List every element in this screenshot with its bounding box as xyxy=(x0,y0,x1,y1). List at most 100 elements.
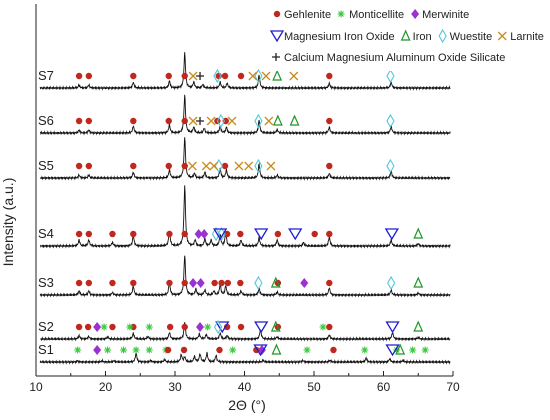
marker-gehlenite xyxy=(221,72,229,80)
marker-monticellite xyxy=(409,346,417,354)
legend-monticellite-marker xyxy=(337,10,345,18)
marker-gehlenite xyxy=(75,117,83,125)
legend-label: Iron xyxy=(413,31,432,43)
marker-magnesium-iron-oxide xyxy=(384,228,399,241)
marker-monticellite xyxy=(145,346,153,354)
legend-label: Calcium Magnesium Aluminum Oxide Silicat… xyxy=(284,52,505,64)
marker-gehlenite xyxy=(85,279,93,287)
x-tick-label: 40 xyxy=(238,380,252,394)
marker-gehlenite xyxy=(224,279,232,287)
marker-larnite xyxy=(188,116,198,126)
legend-item: Calcium Magnesium Aluminum Oxide Silicat… xyxy=(272,52,505,64)
marker-gehlenite xyxy=(237,72,245,80)
marker-calcium-magnesium-aluminum-oxide-silicate xyxy=(196,117,205,125)
marker-monticellite xyxy=(319,323,327,331)
legend-item: Merwinite xyxy=(411,9,469,21)
marker-magnesium-iron-oxide xyxy=(213,228,228,241)
marker-larnite xyxy=(289,71,299,81)
marker-wuestite xyxy=(387,275,396,291)
sample-label: S5 xyxy=(38,158,54,173)
legend-iron-marker xyxy=(400,29,411,41)
marker-gehlenite xyxy=(166,230,173,238)
legend-gehlenite-marker xyxy=(273,10,281,18)
marker-gehlenite xyxy=(181,72,188,80)
marker-gehlenite xyxy=(165,117,172,125)
sample-label: S1 xyxy=(38,342,54,357)
marker-gehlenite xyxy=(223,230,231,238)
marker-wuestite xyxy=(254,275,263,291)
legend: Gehlenite Monticellite Merwinite Magnesium … xyxy=(268,3,549,71)
marker-larnite xyxy=(266,161,276,171)
marker-monticellite xyxy=(120,346,128,354)
marker-wuestite xyxy=(386,113,395,129)
pattern-s1: S1 xyxy=(38,342,451,365)
marker-monticellite xyxy=(393,346,401,354)
marker-iron xyxy=(395,343,406,355)
legend-label: Gehlenite xyxy=(284,9,331,21)
marker-gehlenite xyxy=(180,346,188,354)
marker-wuestite xyxy=(211,226,221,242)
marker-iron xyxy=(270,320,281,332)
marker-gehlenite xyxy=(311,230,318,238)
marker-gehlenite xyxy=(75,72,83,80)
axes: 2Θ (°) Intensity (a.u.) 10 20 30 40 50 60 70 xyxy=(0,4,460,413)
marker-merwinite xyxy=(200,229,209,239)
x-tick-label: 20 xyxy=(99,380,113,394)
sample-label: S2 xyxy=(38,319,54,334)
phase-markers xyxy=(75,275,424,291)
marker-merwinite xyxy=(257,345,266,355)
marker-gehlenite xyxy=(326,230,333,238)
x-tick-label: 70 xyxy=(446,380,460,394)
pattern-s3: S3 xyxy=(38,255,451,298)
marker-wuestite xyxy=(216,113,226,129)
legend-merwinite-marker xyxy=(411,9,420,19)
legend-label: Wuestite xyxy=(450,31,493,43)
x-tick-label: 50 xyxy=(307,380,321,394)
marker-gehlenite xyxy=(222,117,229,125)
marker-gehlenite xyxy=(75,323,83,331)
marker-merwinite xyxy=(196,322,205,332)
marker-gehlenite xyxy=(165,162,172,170)
marker-iron xyxy=(270,276,281,288)
marker-iron xyxy=(272,69,283,81)
marker-gehlenite xyxy=(164,346,172,354)
plot-area: S7 S6 S5 S4 S3 S2 S1 xyxy=(38,52,451,365)
pattern-s7: S7 xyxy=(38,52,451,91)
x-tick-label: 10 xyxy=(29,380,43,394)
pattern-s2: S2 xyxy=(38,319,451,342)
marker-gehlenite xyxy=(181,230,188,238)
pattern-s6: S6 xyxy=(38,94,451,136)
marker-wuestite xyxy=(386,158,395,174)
marker-gehlenite xyxy=(130,72,137,80)
legend-magnesium-iron-oxide-marker xyxy=(269,30,285,43)
marker-monticellite xyxy=(74,346,82,354)
marker-gehlenite xyxy=(326,72,333,80)
marker-magnesium-iron-oxide xyxy=(215,321,230,334)
marker-gehlenite xyxy=(211,279,218,287)
marker-wuestite xyxy=(254,68,263,84)
marker-gehlenite xyxy=(109,279,116,287)
pattern-trace xyxy=(39,255,451,298)
legend-label: Larnite xyxy=(510,31,544,43)
marker-larnite xyxy=(261,71,271,81)
marker-magnesium-iron-oxide xyxy=(385,344,400,357)
phase-markers xyxy=(75,158,395,174)
marker-gehlenite xyxy=(109,323,116,331)
marker-larnite xyxy=(209,161,219,171)
marker-larnite xyxy=(227,116,237,126)
legend-label: Monticellite xyxy=(349,9,404,21)
marker-gehlenite xyxy=(181,279,188,287)
legend-item: Wuestite xyxy=(438,28,493,44)
marker-wuestite xyxy=(254,158,263,174)
marker-monticellite xyxy=(100,323,108,331)
legend-larnite-marker xyxy=(497,31,507,41)
marker-larnite xyxy=(248,71,258,81)
marker-larnite xyxy=(187,161,197,171)
marker-gehlenite xyxy=(237,230,244,238)
marker-wuestite xyxy=(213,319,223,335)
marker-gehlenite xyxy=(326,162,333,170)
marker-larnite xyxy=(206,116,216,126)
marker-gehlenite xyxy=(166,279,173,287)
marker-gehlenite xyxy=(75,279,83,287)
